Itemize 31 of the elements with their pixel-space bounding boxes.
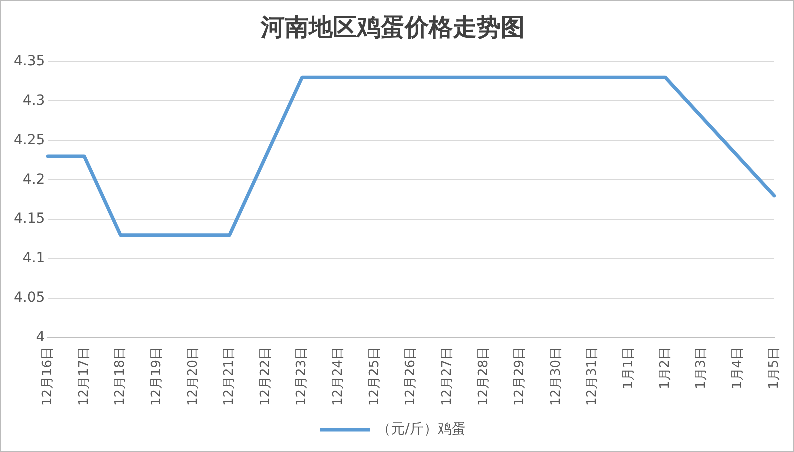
- x-tick-label: 1月1日: [622, 346, 637, 390]
- x-tick-label: 12月23日: [294, 346, 310, 406]
- x-tick-label: 12月26日: [404, 346, 419, 406]
- x-tick-label: 12月20日: [186, 346, 201, 406]
- y-tick-label: 4.05: [14, 290, 46, 306]
- x-tick-label: 12月28日: [476, 346, 492, 406]
- y-tick-label: 4.35: [14, 53, 46, 70]
- x-tick-label: 12月22日: [258, 346, 274, 406]
- x-tick-label: 12月31日: [585, 346, 600, 406]
- x-tick-label: 1月5日: [766, 346, 782, 390]
- x-tick-label: 12月17日: [76, 346, 92, 406]
- x-tick-label: 1月4日: [730, 346, 746, 390]
- y-tick-label: 4: [36, 330, 46, 346]
- x-tick-label: 12月24日: [331, 346, 346, 406]
- x-tick-label: 12月19日: [149, 346, 164, 406]
- x-tick-label: 12月18日: [113, 346, 128, 406]
- x-tick-label: 1月2日: [658, 346, 673, 390]
- y-tick-label: 4.3: [22, 92, 46, 109]
- y-tick-label: 4.15: [14, 211, 46, 228]
- chart-title: 河南地区鸡蛋价格走势图: [260, 12, 525, 42]
- x-tick-label: 12月21日: [222, 346, 238, 406]
- y-tick-label: 4.25: [14, 132, 46, 148]
- y-tick-label: 4.1: [22, 250, 46, 267]
- x-tick-label: 12月25日: [367, 346, 382, 406]
- x-tick-label: 12月29日: [512, 346, 528, 406]
- x-tick-label: 1月3日: [694, 346, 710, 390]
- legend-label: （元/斤）鸡蛋: [377, 422, 466, 438]
- y-tick-label: 4.2: [22, 172, 46, 188]
- x-tick-label: 12月27日: [440, 346, 455, 406]
- x-tick-label: 12月30日: [548, 346, 564, 406]
- x-tick-label: 12月16日: [40, 346, 56, 406]
